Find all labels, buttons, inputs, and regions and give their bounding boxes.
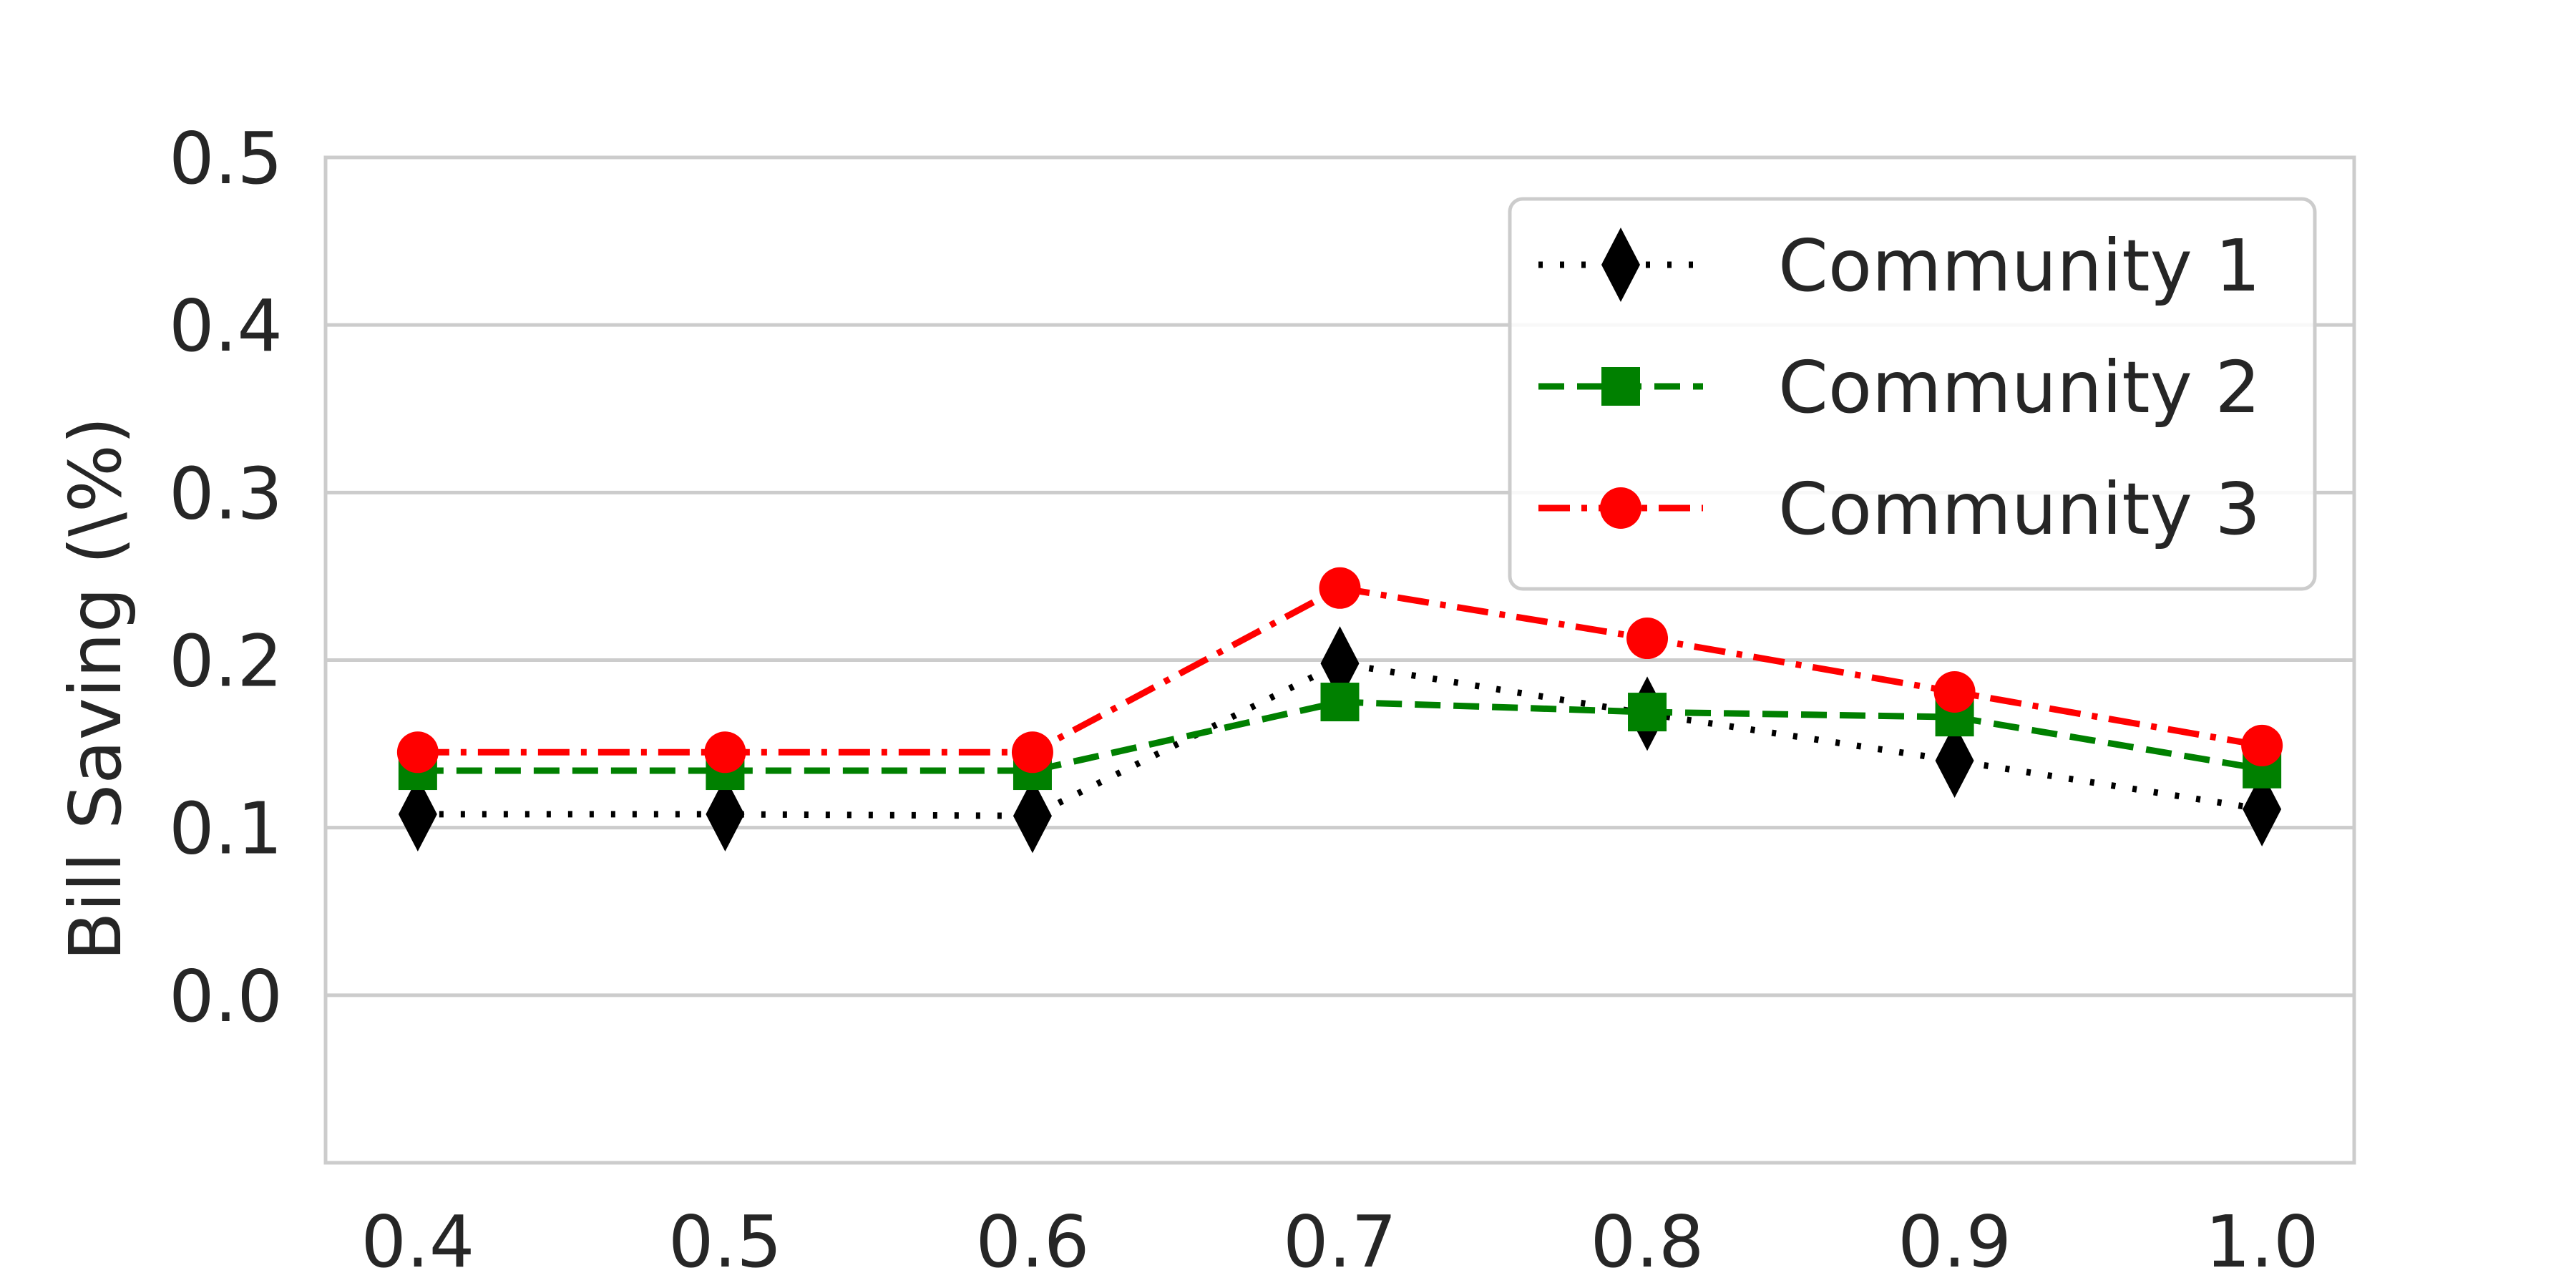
y-tick-label: 0.0 (169, 955, 283, 1038)
data-point-circle (1933, 670, 1976, 713)
y-tick-label: 0.3 (169, 452, 283, 535)
legend: Community 1 Community 2 Community 3 (1508, 197, 2317, 591)
x-axis-ticks: 0.4 0.5 0.6 0.7 0.8 0.9 1.0 (361, 1200, 2318, 1284)
legend-marker (1601, 367, 1640, 406)
data-point-circle (704, 731, 746, 774)
y-axis-label: Bill Saving (\%) (54, 416, 137, 961)
legend-marker (1600, 487, 1641, 529)
data-point-circle (396, 731, 439, 774)
legend-marker (1601, 228, 1640, 302)
x-tick-label: 0.8 (1591, 1200, 1704, 1284)
y-tick-label: 0.1 (169, 787, 283, 871)
y-tick-label: 0.4 (169, 284, 283, 368)
y-axis-ticks: 0.0 0.1 0.2 0.3 0.4 0.5 (169, 117, 283, 1038)
x-tick-label: 0.9 (1898, 1200, 2011, 1284)
legend-label: Community 1 (1778, 224, 2260, 308)
data-point-square (1320, 683, 1360, 722)
data-point-diamond (398, 776, 437, 852)
data-point-square (1628, 693, 1667, 732)
plot-area-frame (323, 155, 2356, 1165)
series-1 (398, 626, 2282, 854)
data-point-circle (1011, 731, 1053, 774)
data-point-circle (1626, 618, 1669, 660)
x-tick-label: 0.5 (668, 1200, 782, 1284)
legend-items: Community 1 Community 2 Community 3 (1538, 224, 2260, 551)
data-point-diamond (2243, 771, 2282, 847)
data-point-circle (1319, 567, 1361, 609)
x-tick-label: 1.0 (2205, 1200, 2319, 1284)
x-tick-label: 0.6 (975, 1200, 1089, 1284)
legend-label: Community 2 (1778, 346, 2260, 429)
data-point-diamond (1320, 626, 1360, 701)
series-group (396, 567, 2283, 854)
series-3 (396, 567, 2283, 774)
legend-item: Community 3 (1538, 467, 2260, 551)
y-tick-label: 0.5 (169, 117, 283, 200)
legend-item: Community 1 (1538, 224, 2260, 308)
legend-label: Community 3 (1778, 467, 2260, 551)
data-point-diamond (1935, 723, 1974, 798)
x-tick-label: 0.7 (1283, 1200, 1397, 1284)
legend-item: Community 2 (1538, 346, 2260, 429)
data-point-circle (2241, 724, 2283, 766)
data-point-diamond (706, 776, 745, 852)
x-tick-label: 0.4 (361, 1200, 474, 1284)
data-point-diamond (1013, 779, 1052, 854)
legend-box (1508, 197, 2317, 591)
y-tick-label: 0.2 (169, 620, 283, 703)
